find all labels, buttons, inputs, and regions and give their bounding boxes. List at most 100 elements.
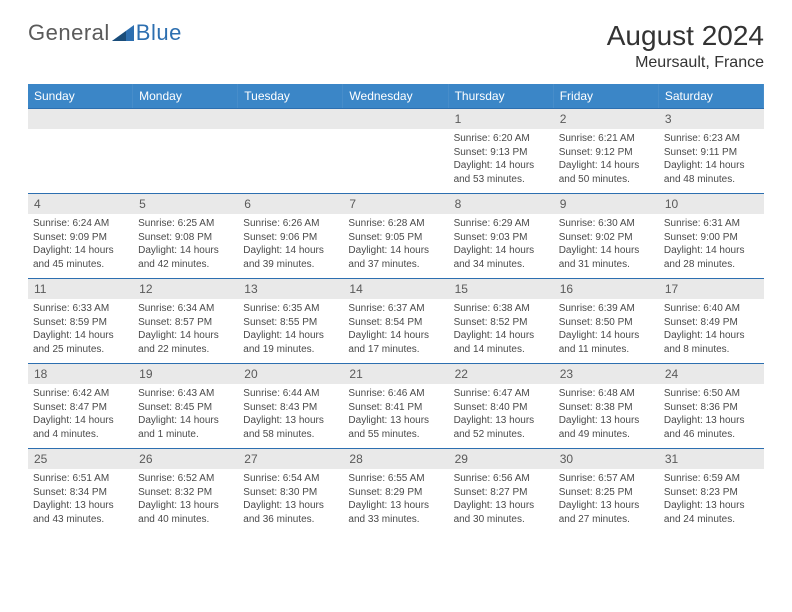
calendar-cell: 18Sunrise: 6:42 AMSunset: 8:47 PMDayligh… — [28, 363, 133, 448]
sunset-text: Sunset: 8:49 PM — [664, 316, 759, 330]
sunset-text: Sunset: 8:34 PM — [33, 486, 128, 500]
sunrise-text: Sunrise: 6:25 AM — [138, 217, 233, 231]
daylight-text: Daylight: 13 hours and 52 minutes. — [454, 414, 549, 441]
day-number: 13 — [238, 279, 343, 299]
calendar-cell: 24Sunrise: 6:50 AMSunset: 8:36 PMDayligh… — [659, 363, 764, 448]
daylight-text: Daylight: 14 hours and 45 minutes. — [33, 244, 128, 271]
cell-body: Sunrise: 6:59 AMSunset: 8:23 PMDaylight:… — [659, 469, 764, 530]
day-number: 10 — [659, 194, 764, 214]
sunrise-text: Sunrise: 6:30 AM — [559, 217, 654, 231]
daylight-text: Daylight: 13 hours and 30 minutes. — [454, 499, 549, 526]
daylight-text: Daylight: 14 hours and 48 minutes. — [664, 159, 759, 186]
calendar-cell: 7Sunrise: 6:28 AMSunset: 9:05 PMDaylight… — [343, 193, 448, 278]
cell-body: Sunrise: 6:50 AMSunset: 8:36 PMDaylight:… — [659, 384, 764, 445]
day-number: 18 — [28, 364, 133, 384]
day-number — [343, 109, 448, 129]
calendar-cell: 3Sunrise: 6:23 AMSunset: 9:11 PMDaylight… — [659, 108, 764, 193]
daylight-text: Daylight: 13 hours and 36 minutes. — [243, 499, 338, 526]
sunrise-text: Sunrise: 6:31 AM — [664, 217, 759, 231]
cell-body: Sunrise: 6:47 AMSunset: 8:40 PMDaylight:… — [449, 384, 554, 445]
sunrise-text: Sunrise: 6:20 AM — [454, 132, 549, 146]
daylight-text: Daylight: 13 hours and 33 minutes. — [348, 499, 443, 526]
calendar-cell: 17Sunrise: 6:40 AMSunset: 8:49 PMDayligh… — [659, 278, 764, 363]
sunset-text: Sunset: 8:52 PM — [454, 316, 549, 330]
cell-body: Sunrise: 6:35 AMSunset: 8:55 PMDaylight:… — [238, 299, 343, 360]
sunrise-text: Sunrise: 6:39 AM — [559, 302, 654, 316]
daylight-text: Daylight: 14 hours and 42 minutes. — [138, 244, 233, 271]
sunrise-text: Sunrise: 6:51 AM — [33, 472, 128, 486]
sunrise-text: Sunrise: 6:24 AM — [33, 217, 128, 231]
sunset-text: Sunset: 8:23 PM — [664, 486, 759, 500]
calendar-cell: 12Sunrise: 6:34 AMSunset: 8:57 PMDayligh… — [133, 278, 238, 363]
sunset-text: Sunset: 9:03 PM — [454, 231, 549, 245]
daylight-text: Daylight: 14 hours and 31 minutes. — [559, 244, 654, 271]
sunset-text: Sunset: 9:12 PM — [559, 146, 654, 160]
cell-body: Sunrise: 6:29 AMSunset: 9:03 PMDaylight:… — [449, 214, 554, 275]
calendar-cell — [133, 108, 238, 193]
cell-body: Sunrise: 6:31 AMSunset: 9:00 PMDaylight:… — [659, 214, 764, 275]
day-number: 20 — [238, 364, 343, 384]
sunset-text: Sunset: 8:32 PM — [138, 486, 233, 500]
daylight-text: Daylight: 14 hours and 17 minutes. — [348, 329, 443, 356]
cell-body — [133, 129, 238, 136]
day-number: 27 — [238, 449, 343, 469]
daylight-text: Daylight: 14 hours and 22 minutes. — [138, 329, 233, 356]
sunset-text: Sunset: 8:29 PM — [348, 486, 443, 500]
weekday-header: Thursday — [449, 84, 554, 108]
sunrise-text: Sunrise: 6:38 AM — [454, 302, 549, 316]
day-number: 15 — [449, 279, 554, 299]
sunset-text: Sunset: 8:50 PM — [559, 316, 654, 330]
sunset-text: Sunset: 9:02 PM — [559, 231, 654, 245]
sunset-text: Sunset: 8:43 PM — [243, 401, 338, 415]
sunrise-text: Sunrise: 6:56 AM — [454, 472, 549, 486]
day-number: 3 — [659, 109, 764, 129]
weekday-header: Sunday — [28, 84, 133, 108]
day-number: 2 — [554, 109, 659, 129]
cell-body: Sunrise: 6:24 AMSunset: 9:09 PMDaylight:… — [28, 214, 133, 275]
header: General Blue August 2024 Meursault, Fran… — [28, 20, 764, 72]
weekday-header: Saturday — [659, 84, 764, 108]
sunset-text: Sunset: 9:00 PM — [664, 231, 759, 245]
sunset-text: Sunset: 8:38 PM — [559, 401, 654, 415]
day-number: 25 — [28, 449, 133, 469]
sunrise-text: Sunrise: 6:55 AM — [348, 472, 443, 486]
calendar-cell: 5Sunrise: 6:25 AMSunset: 9:08 PMDaylight… — [133, 193, 238, 278]
daylight-text: Daylight: 14 hours and 11 minutes. — [559, 329, 654, 356]
daylight-text: Daylight: 14 hours and 4 minutes. — [33, 414, 128, 441]
sunrise-text: Sunrise: 6:37 AM — [348, 302, 443, 316]
cell-body — [28, 129, 133, 136]
calendar-cell: 13Sunrise: 6:35 AMSunset: 8:55 PMDayligh… — [238, 278, 343, 363]
daylight-text: Daylight: 13 hours and 40 minutes. — [138, 499, 233, 526]
sunrise-text: Sunrise: 6:46 AM — [348, 387, 443, 401]
daylight-text: Daylight: 14 hours and 50 minutes. — [559, 159, 654, 186]
cell-body: Sunrise: 6:21 AMSunset: 9:12 PMDaylight:… — [554, 129, 659, 190]
daylight-text: Daylight: 14 hours and 28 minutes. — [664, 244, 759, 271]
cell-body: Sunrise: 6:23 AMSunset: 9:11 PMDaylight:… — [659, 129, 764, 190]
cell-body: Sunrise: 6:44 AMSunset: 8:43 PMDaylight:… — [238, 384, 343, 445]
calendar-cell: 1Sunrise: 6:20 AMSunset: 9:13 PMDaylight… — [449, 108, 554, 193]
sunrise-text: Sunrise: 6:57 AM — [559, 472, 654, 486]
sunrise-text: Sunrise: 6:26 AM — [243, 217, 338, 231]
day-number: 21 — [343, 364, 448, 384]
day-number: 19 — [133, 364, 238, 384]
daylight-text: Daylight: 13 hours and 24 minutes. — [664, 499, 759, 526]
sunset-text: Sunset: 9:06 PM — [243, 231, 338, 245]
calendar-cell: 21Sunrise: 6:46 AMSunset: 8:41 PMDayligh… — [343, 363, 448, 448]
weekday-row: SundayMondayTuesdayWednesdayThursdayFrid… — [28, 84, 764, 108]
sunset-text: Sunset: 9:13 PM — [454, 146, 549, 160]
day-number: 4 — [28, 194, 133, 214]
month-title: August 2024 — [607, 20, 764, 52]
day-number: 8 — [449, 194, 554, 214]
cell-body: Sunrise: 6:33 AMSunset: 8:59 PMDaylight:… — [28, 299, 133, 360]
sunset-text: Sunset: 9:05 PM — [348, 231, 443, 245]
cell-body: Sunrise: 6:51 AMSunset: 8:34 PMDaylight:… — [28, 469, 133, 530]
daylight-text: Daylight: 14 hours and 39 minutes. — [243, 244, 338, 271]
cell-body: Sunrise: 6:56 AMSunset: 8:27 PMDaylight:… — [449, 469, 554, 530]
day-number: 29 — [449, 449, 554, 469]
sunrise-text: Sunrise: 6:40 AM — [664, 302, 759, 316]
calendar-cell: 28Sunrise: 6:55 AMSunset: 8:29 PMDayligh… — [343, 448, 448, 533]
calendar-cell: 23Sunrise: 6:48 AMSunset: 8:38 PMDayligh… — [554, 363, 659, 448]
calendar-cell: 27Sunrise: 6:54 AMSunset: 8:30 PMDayligh… — [238, 448, 343, 533]
sunset-text: Sunset: 8:25 PM — [559, 486, 654, 500]
day-number: 16 — [554, 279, 659, 299]
